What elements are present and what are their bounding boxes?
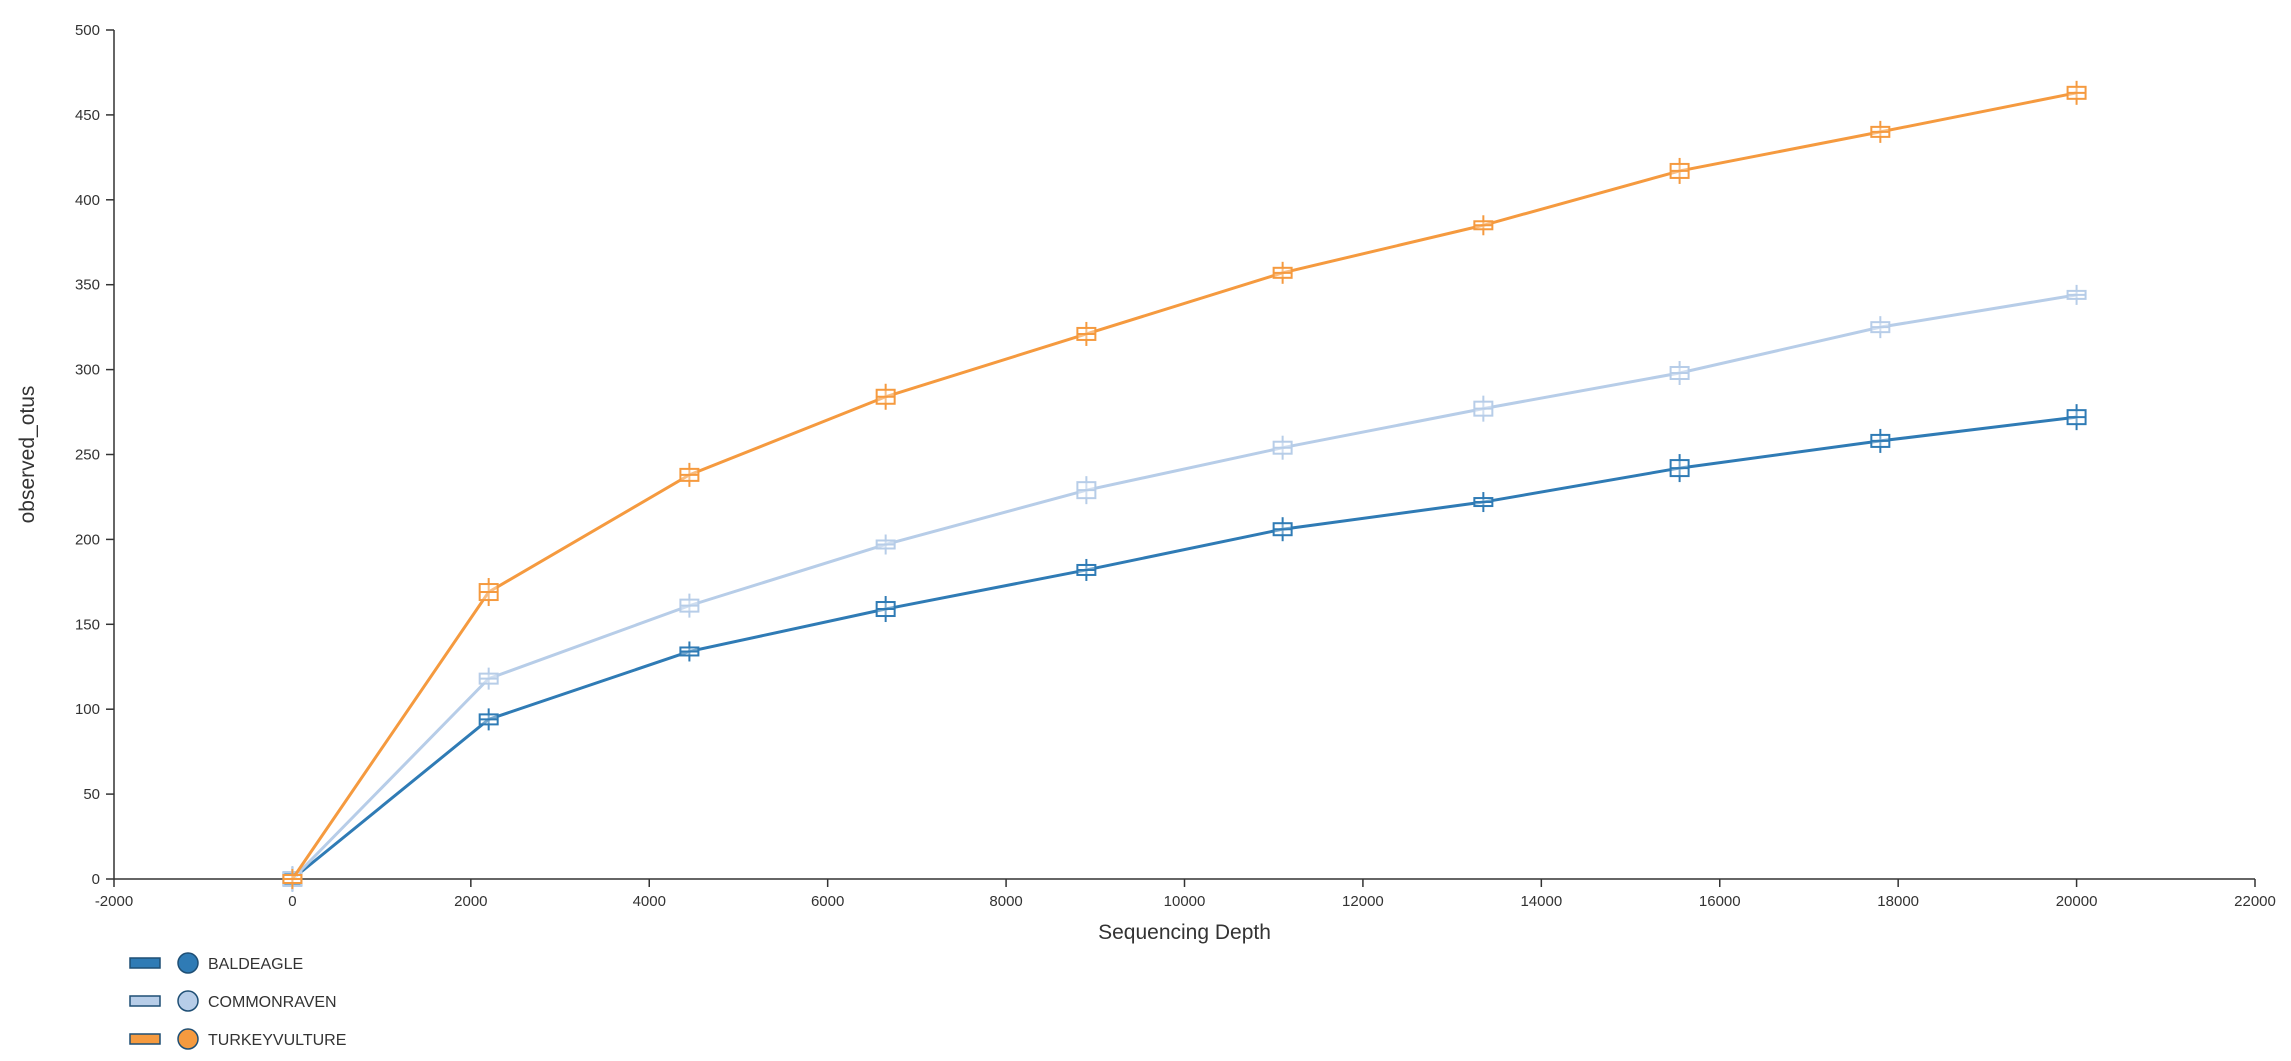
x-tick-label: 8000 — [989, 893, 1022, 910]
data-point — [2066, 404, 2087, 431]
data-point — [478, 708, 499, 731]
plot-area — [282, 80, 2087, 892]
data-point — [875, 534, 896, 555]
series-line — [291, 91, 2077, 880]
series-line — [291, 293, 2077, 881]
data-point — [1669, 157, 1690, 184]
series-baldeagle — [282, 404, 2087, 891]
legend-item: COMMONRAVEN — [129, 990, 337, 1012]
y-tick-label: 300 — [75, 362, 100, 379]
y-tick-label: 350 — [75, 277, 100, 294]
legend-swatch-dot — [177, 990, 199, 1012]
data-point — [282, 869, 303, 889]
data-point — [1076, 476, 1097, 505]
data-point — [1473, 492, 1494, 513]
data-point — [1473, 215, 1494, 236]
legend-label: TURKEYVULTURE — [208, 1032, 346, 1049]
legend: BALDEAGLE COMMONRAVEN TURKEYVULTURE — [129, 952, 346, 1050]
data-point — [1870, 316, 1891, 339]
y-tick-label: 0 — [92, 871, 100, 888]
data-point — [1870, 120, 1891, 143]
y-tick-label: 150 — [75, 616, 100, 633]
data-point — [679, 462, 700, 487]
y-tick-label: 400 — [75, 192, 100, 209]
x-tick-label: 16000 — [1699, 893, 1741, 910]
data-point — [679, 593, 700, 618]
data-point — [1076, 558, 1097, 581]
data-point — [1272, 435, 1293, 460]
data-point — [478, 578, 499, 607]
x-tick-label: 6000 — [811, 893, 844, 910]
x-tick-label: 4000 — [633, 893, 666, 910]
legend-item: TURKEYVULTURE — [129, 1028, 346, 1050]
data-point — [679, 641, 700, 662]
data-point — [875, 383, 896, 410]
data-point — [1272, 261, 1293, 284]
series-commonraven — [282, 284, 2087, 892]
x-tick-label: 0 — [288, 893, 296, 910]
legend-item: BALDEAGLE — [129, 952, 303, 974]
x-tick-label: 2000 — [454, 893, 487, 910]
data-point — [1076, 321, 1097, 346]
x-tick-label: 10000 — [1164, 893, 1206, 910]
y-tick-label: 500 — [75, 22, 100, 39]
data-point — [2066, 80, 2087, 105]
x-tick-label: -2000 — [95, 893, 133, 910]
data-point — [1473, 395, 1494, 422]
y-tick-label: 250 — [75, 447, 100, 464]
legend-label: COMMONRAVEN — [208, 994, 337, 1011]
series-line — [291, 415, 2077, 881]
legend-swatch-line — [129, 1033, 161, 1045]
data-point — [1870, 428, 1891, 453]
y-tick-label: 200 — [75, 531, 100, 548]
legend-swatch-dot — [177, 1028, 199, 1050]
x-tick-label: 14000 — [1520, 893, 1562, 910]
data-point — [875, 596, 896, 623]
legend-label: BALDEAGLE — [208, 956, 303, 973]
series-turkeyvulture — [282, 80, 2087, 889]
x-tick-label: 18000 — [1877, 893, 1919, 910]
data-point — [2066, 284, 2087, 305]
data-point — [478, 667, 499, 690]
y-tick-label: 450 — [75, 107, 100, 124]
y-tick-label: 100 — [75, 701, 100, 718]
x-tick-label: 22000 — [2234, 893, 2276, 910]
legend-swatch-line — [129, 995, 161, 1007]
y-tick-label: 50 — [83, 786, 100, 803]
x-axis-title: Sequencing Depth — [1098, 921, 1271, 944]
data-point — [1669, 360, 1690, 385]
y-axis-title: observed_otus — [16, 386, 39, 524]
x-tick-label: 20000 — [2056, 893, 2098, 910]
legend-swatch-line — [129, 957, 161, 969]
axes: 0 50 100 150 200 250 300 350 400 450 500 -2000 0 2000… — [75, 22, 2276, 910]
legend-swatch-dot — [177, 952, 199, 974]
data-point — [1669, 454, 1690, 483]
x-tick-label: 12000 — [1342, 893, 1384, 910]
data-point — [1272, 517, 1293, 542]
